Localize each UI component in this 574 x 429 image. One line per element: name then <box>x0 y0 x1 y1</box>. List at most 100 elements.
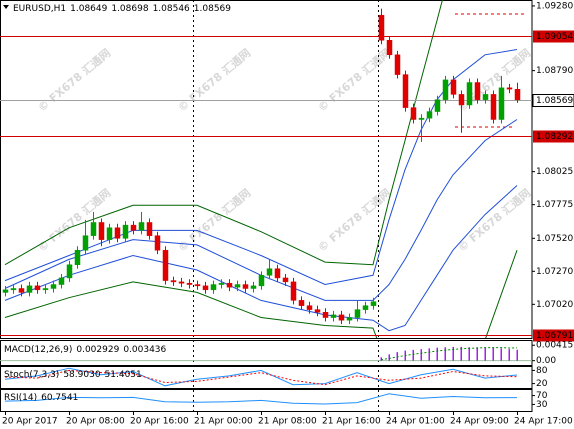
level-label: 1.06791 <box>536 331 573 341</box>
y-tick-label: 1.09280 <box>536 1 573 11</box>
candle-body <box>34 285 41 291</box>
y-tick-label: 20 <box>536 379 548 389</box>
candle-body <box>298 300 305 306</box>
stoch-panel <box>4 367 518 387</box>
candle-body <box>378 14 385 41</box>
macd-bar <box>452 346 454 361</box>
x-tick-label: 21 Apr 00:00 <box>194 417 253 427</box>
candle-body <box>98 222 105 240</box>
stoch-title: Stoch(7,3,3) 58.9030 51.4051 <box>4 370 142 380</box>
candle-body <box>482 94 489 100</box>
macd-bar <box>492 348 494 361</box>
candle-body <box>178 281 185 284</box>
candle-body <box>322 312 329 318</box>
macd-bar <box>500 348 502 361</box>
candle-body <box>362 305 369 310</box>
current-price-label: 1.08569 <box>536 96 573 106</box>
candle-body <box>146 222 153 236</box>
candle-body <box>370 301 377 306</box>
y-tick-label: 30 <box>536 400 548 410</box>
candle-body <box>474 82 481 100</box>
candle-body <box>234 284 241 288</box>
rsi-panel <box>4 393 518 405</box>
level-label: 1.09054 <box>536 32 573 42</box>
candle-body <box>82 235 89 251</box>
close: 1.08569 <box>194 4 231 14</box>
candle-body <box>450 79 457 95</box>
candle-body <box>458 94 465 106</box>
candle-body <box>202 285 209 291</box>
x-tick-label: 24 Apr 01:00 <box>386 417 445 427</box>
candle-body <box>66 264 73 279</box>
y-tick-label: 0.00415 <box>536 341 573 351</box>
stoch-frame <box>0 366 533 389</box>
macd-bar <box>396 352 398 361</box>
candle-body <box>122 224 129 239</box>
y-tick-label: 0.00 <box>536 356 556 366</box>
candle-body <box>490 94 497 120</box>
candle-body <box>418 117 425 120</box>
candle-body <box>194 284 201 287</box>
candle-body <box>330 314 337 318</box>
candle-body <box>226 282 233 288</box>
macd-bar <box>436 347 438 361</box>
candle-body <box>42 288 49 291</box>
signal-line <box>380 347 518 361</box>
menu-arrow <box>3 5 9 9</box>
rsi-value: 60.7541 <box>41 393 78 403</box>
candle-body <box>10 288 17 291</box>
macd-bar <box>444 347 446 361</box>
current-price-box <box>532 94 574 107</box>
candle-body <box>26 285 33 293</box>
band-line <box>4 185 518 332</box>
candle-body <box>154 235 161 251</box>
open: 1.08649 <box>70 4 107 14</box>
candle-body <box>410 107 417 120</box>
x-tick-label: 24 Apr 17:00 <box>514 417 573 427</box>
candle-body <box>242 284 249 289</box>
macd-bar <box>484 347 486 361</box>
candle-body <box>210 284 217 291</box>
candle-body <box>170 280 177 283</box>
header: EURUSD,H1 1.08649 1.08698 1.08546 1.08569 <box>13 4 231 14</box>
rsi-title: RSI(14) 60.7541 <box>4 393 78 403</box>
candle-body <box>162 249 169 281</box>
rsi-frame <box>0 389 533 412</box>
macd-frame <box>0 340 533 366</box>
candle-body <box>74 249 81 265</box>
candle-body <box>506 87 513 90</box>
high: 1.08698 <box>111 4 148 14</box>
candle-body <box>266 268 273 276</box>
candle-body <box>314 309 321 313</box>
candle-body <box>426 111 433 119</box>
candle-body <box>258 275 265 287</box>
candle-body <box>274 268 281 279</box>
y-tick-label: 1.08790 <box>536 66 573 76</box>
y-tick-label: 70 <box>536 391 548 401</box>
main-value: 58.9030 <box>63 370 100 380</box>
signal-value: 0.003436 <box>123 345 166 355</box>
x-tick-label: 20 Apr 16:00 <box>130 417 189 427</box>
candle-body <box>466 82 473 106</box>
macd-bar <box>380 357 382 361</box>
level-label: 1.08292 <box>536 132 573 142</box>
candle-body <box>282 277 289 283</box>
y-tick-label: 1.07270 <box>536 267 573 277</box>
level-label-box <box>533 30 574 43</box>
candle-body <box>186 282 193 285</box>
macd-bar <box>516 349 518 361</box>
name: Stoch(7,3,3) <box>4 370 59 380</box>
candle-body <box>114 227 121 239</box>
candle-body <box>354 309 361 318</box>
candle-body <box>514 89 521 101</box>
macd-bar <box>420 349 422 361</box>
x-tick-label: 21 Apr 08:00 <box>258 417 317 427</box>
candle-body <box>130 224 137 231</box>
main-frame <box>0 0 533 339</box>
candle-body <box>138 222 145 231</box>
x-tick-label: 21 Apr 16:00 <box>322 417 381 427</box>
candle-body <box>290 281 297 301</box>
